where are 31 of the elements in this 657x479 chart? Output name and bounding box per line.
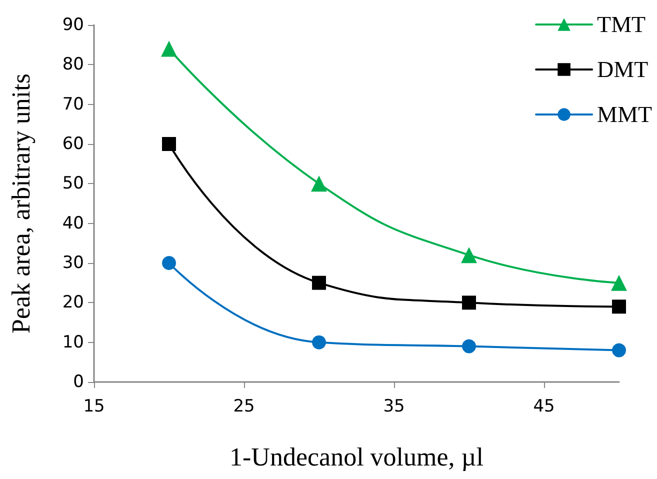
legend-label: MMT bbox=[597, 102, 652, 127]
y-tick-label: 90 bbox=[62, 15, 84, 35]
y-tick-label: 70 bbox=[62, 94, 84, 114]
y-tick-label: 30 bbox=[62, 253, 84, 273]
x-tick-label: 15 bbox=[83, 396, 105, 416]
point bbox=[312, 335, 326, 350]
point bbox=[612, 300, 626, 314]
y-tick-label: 60 bbox=[62, 134, 84, 154]
x-axis-title: 1-Undecanol volume, µl bbox=[230, 442, 484, 472]
point bbox=[312, 276, 326, 290]
y-tick-label: 50 bbox=[62, 174, 84, 194]
point bbox=[162, 137, 176, 151]
x-tick-label: 35 bbox=[383, 396, 405, 416]
point bbox=[462, 296, 476, 310]
y-tick-label: 10 bbox=[62, 332, 84, 352]
point bbox=[161, 40, 177, 57]
y-axis-title: Peak area, arbitrary units bbox=[6, 74, 36, 334]
y-tick-label: 20 bbox=[62, 292, 84, 313]
x-tick-label: 25 bbox=[233, 396, 255, 416]
point bbox=[462, 339, 476, 354]
point bbox=[162, 256, 176, 270]
x-tick-label: 45 bbox=[533, 396, 555, 416]
point bbox=[311, 176, 327, 192]
y-tick-label: 0 bbox=[73, 372, 84, 392]
point bbox=[611, 274, 627, 291]
legend-label: TMT bbox=[597, 12, 646, 37]
y-tick-label: 40 bbox=[62, 213, 84, 234]
point bbox=[461, 247, 477, 264]
legend-label: DMT bbox=[597, 57, 648, 82]
y-tick-label: 80 bbox=[62, 54, 84, 75]
point bbox=[612, 343, 626, 358]
